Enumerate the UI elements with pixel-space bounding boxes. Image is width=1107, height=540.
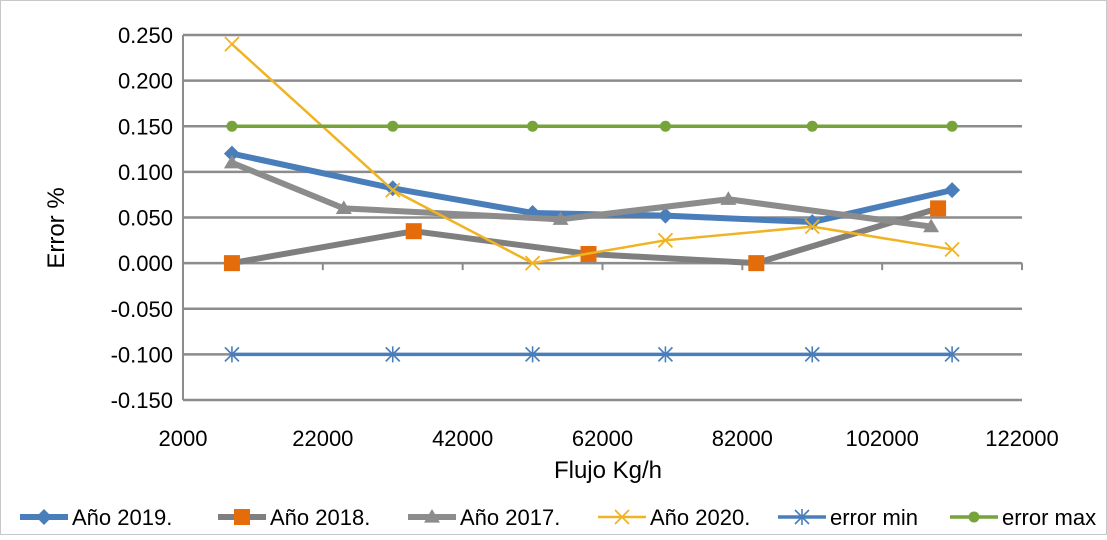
x-tick-label: 2000 [159,426,208,451]
legend-entry: Año 2018. [218,505,370,530]
x-tick-label: 102000 [845,426,918,451]
data-point [385,346,401,363]
y-tick-label: 0.100 [118,160,173,185]
x-tick-label: 42000 [432,426,493,451]
data-point [806,120,818,132]
data-point [923,218,940,233]
y-tick-label: -0.150 [111,388,173,413]
series-2 [223,154,940,233]
data-point [335,200,352,214]
data-point [223,255,240,272]
data-point [525,346,541,363]
legend-entry: error max [950,505,1096,530]
x-tick-label: 122000 [985,426,1058,451]
data-point [387,120,399,132]
legend-entry: Año 2020. [598,505,750,530]
legend-entry: Año 2017. [408,505,560,530]
x-axis-title: Flujo Kg/h [554,457,662,484]
legend-marker [234,509,250,525]
legend-marker [424,509,440,523]
data-point [552,211,569,225]
legend-marker [36,509,52,525]
legend-label: Año 2017. [460,505,560,530]
data-point [226,120,238,132]
data-point [223,154,240,169]
legend-entry: Año 2019. [20,505,172,530]
legend-entry: error min [778,505,918,530]
data-point [405,223,422,240]
data-point [804,218,820,235]
data-point [944,182,961,199]
legend-marker [614,509,630,525]
data-point [720,191,737,205]
data-point [385,182,401,198]
data-point [223,145,240,162]
y-tick-label: 0.200 [118,69,173,94]
y-axis-title: Error % [43,187,70,268]
legend-label: Año 2018. [270,505,370,530]
legend-label: Año 2020. [650,505,750,530]
series-4 [224,346,960,363]
legend-label: error min [830,505,918,530]
data-point [930,200,947,217]
data-point [527,120,539,132]
axes: 0.250 0.200 0.150 0.100 0.050 0.000 -0.050 -0.1… [111,23,1059,451]
x-tick-label: 22000 [292,426,353,451]
series-3 [224,36,960,271]
legend-marker [968,511,980,523]
data-point [524,255,541,271]
legend-label: Año 2019. [72,505,172,530]
data-point [944,241,960,258]
y-tick-label: 0.000 [118,251,173,276]
y-tick-label: 0.150 [118,114,173,139]
y-tick-label: -0.100 [111,342,173,367]
data-point [944,346,960,363]
data-point [657,346,673,363]
y-tick-label: 0.050 [118,206,173,231]
series-line [230,42,954,265]
legend-label: error max [1002,505,1096,530]
legend-marker [794,509,810,525]
data-point [748,255,765,272]
y-tick-label: -0.050 [111,297,173,322]
data-point [804,346,820,363]
x-tick-label: 82000 [712,426,773,451]
data-point [657,207,674,224]
series-group [223,36,961,363]
y-tick-label: 0.250 [118,23,173,48]
x-tick-label: 62000 [572,426,633,451]
legend: Año 2019. Año 2018. Año 2017. Año 2020. erro… [20,505,1096,530]
data-point [224,346,240,363]
data-point [659,120,671,132]
data-point [224,36,240,52]
data-point [946,120,958,132]
series-5 [226,120,958,132]
data-point [657,232,674,248]
